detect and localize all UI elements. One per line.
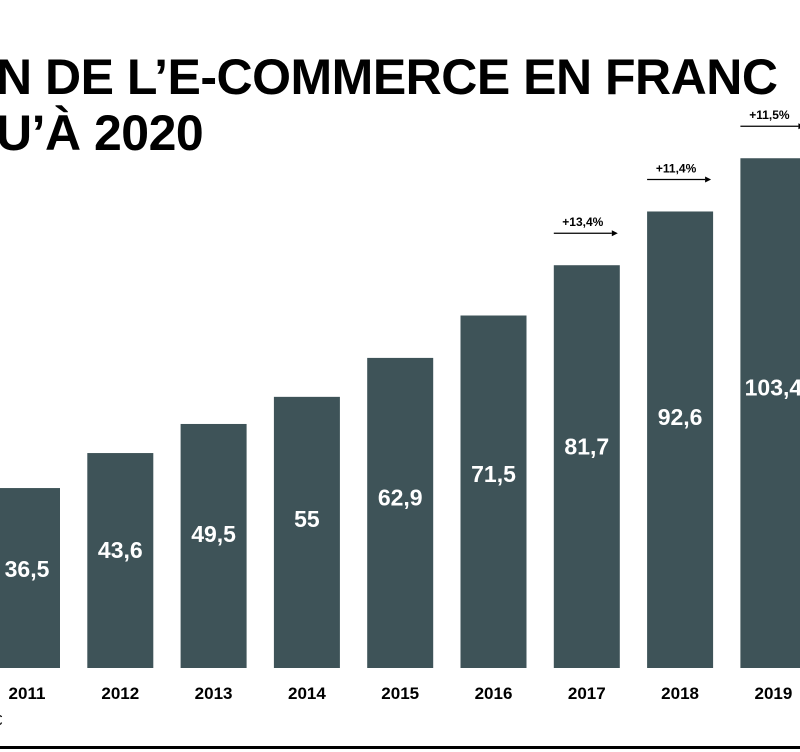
arrow-right-icon — [611, 230, 618, 237]
growth-label: +11,4% — [656, 161, 697, 175]
bar — [87, 453, 154, 668]
bar — [273, 396, 340, 668]
x-tick-label: 2012 — [101, 684, 139, 703]
arrow-right-icon — [705, 176, 712, 183]
x-tick-label: 2018 — [661, 684, 699, 703]
value-label: 71,5 — [471, 461, 516, 487]
footnote: € — [0, 712, 2, 729]
value-label: 43,6 — [98, 537, 143, 563]
value-label: 62,9 — [378, 484, 423, 510]
bar — [460, 315, 527, 668]
growth-label: +13,4% — [562, 215, 603, 229]
x-tick-label: 2011 — [9, 684, 46, 703]
bar — [647, 211, 714, 668]
x-tick-label: 2019 — [754, 684, 792, 703]
value-label: 81,7 — [564, 433, 609, 459]
x-tick-label: 2016 — [475, 684, 513, 703]
bar — [367, 357, 434, 668]
value-label: 55 — [294, 506, 320, 532]
bar — [180, 423, 247, 668]
value-label: 49,5 — [191, 521, 236, 547]
divider — [0, 746, 800, 749]
x-tick-label: 2017 — [568, 684, 606, 703]
title-line-2: U’À 2020 — [0, 105, 204, 161]
title-line-1: N DE L’E-COMMERCE EN FRANC — [0, 49, 778, 105]
bar — [0, 488, 60, 668]
value-label: 103,4 — [745, 375, 800, 401]
x-tick-label: 2014 — [288, 684, 326, 703]
x-tick-label: 2013 — [195, 684, 233, 703]
x-tick-label: 2015 — [381, 684, 419, 703]
value-label: 92,6 — [658, 404, 703, 430]
bar — [553, 265, 620, 668]
value-label: 36,5 — [5, 556, 50, 582]
bar — [740, 158, 800, 668]
growth-label: +11,5% — [749, 108, 790, 122]
